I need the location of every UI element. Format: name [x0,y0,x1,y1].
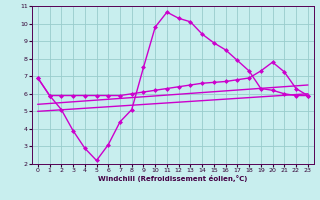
X-axis label: Windchill (Refroidissement éolien,°C): Windchill (Refroidissement éolien,°C) [98,175,247,182]
